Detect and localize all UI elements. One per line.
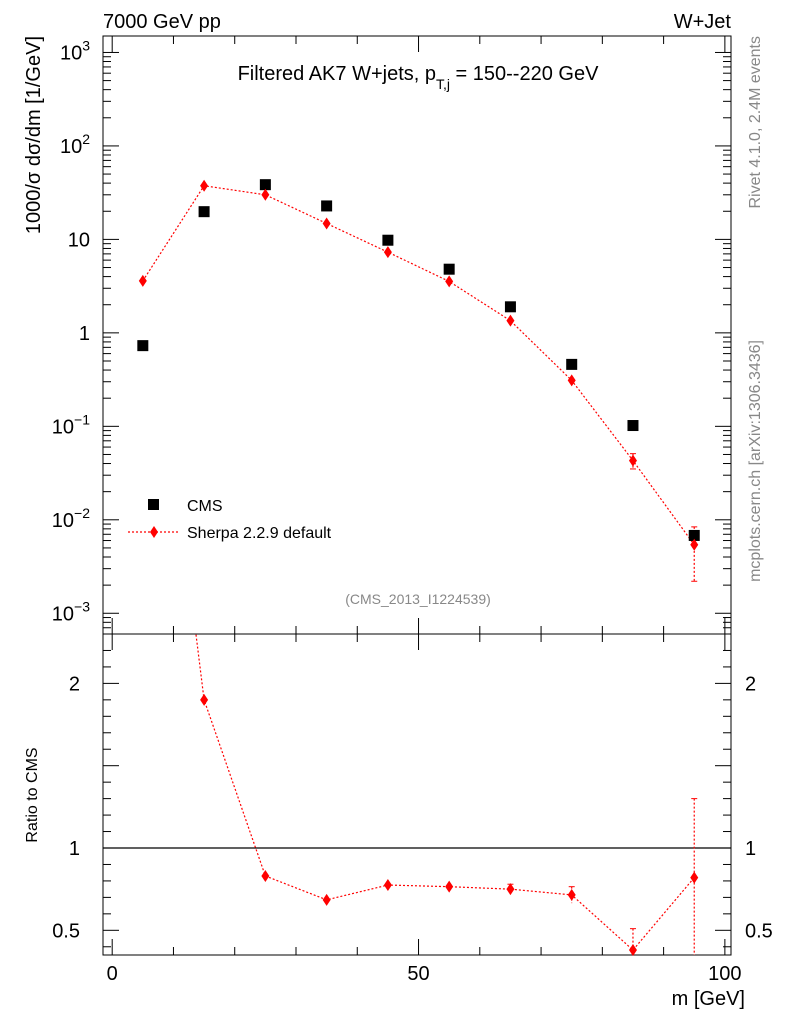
side-text-bottom: mcplots.cern.ch [arXiv:1306.3436] <box>747 340 764 582</box>
ratio-point <box>690 871 699 884</box>
ratio-point <box>506 883 515 896</box>
header-right: W+Jet <box>674 11 732 33</box>
ratio-point <box>322 893 331 906</box>
ratio-frame <box>102 633 732 956</box>
header-left: 7000 GeV pp <box>103 11 221 33</box>
ratio-point <box>445 880 454 893</box>
y-tick-label-main: 10 <box>68 229 90 251</box>
ratio-point <box>628 944 637 957</box>
sherpa-point <box>567 374 576 387</box>
y-tick-label-ratio-right: 2 <box>745 673 756 695</box>
y-tick-label-main: 102 <box>60 131 90 158</box>
sherpa-point <box>322 217 331 230</box>
chart-title: Filtered AK7 W+jets, pT,j = 150--220 GeV <box>238 63 600 92</box>
y-tick-label-ratio: 0.5 <box>52 920 80 942</box>
cms-point <box>382 234 394 246</box>
x-tick-label: 100 <box>708 963 741 985</box>
cms-point <box>627 420 639 432</box>
ratio-point <box>567 888 576 901</box>
cms-point <box>259 179 271 191</box>
main-frame <box>102 35 732 635</box>
cms-point <box>688 529 700 541</box>
ratio-point <box>261 869 270 882</box>
y-tick-label-main: 1 <box>79 323 90 345</box>
y-axis-label-main: 1000/σ dσ/dm [1/GeV] <box>23 36 45 234</box>
sherpa-point <box>445 275 454 288</box>
legend-marker-sherpa <box>150 526 158 538</box>
legend-label-sherpa: Sherpa 2.2.9 default <box>187 525 332 542</box>
sherpa-point <box>628 454 637 467</box>
y-tick-label-ratio: 2 <box>69 673 80 695</box>
sherpa-point <box>506 314 515 327</box>
sherpa-line <box>142 185 695 546</box>
side-text-top: Rivet 4.1.0, 2.4M events <box>747 36 764 209</box>
legend: CMS Sherpa 2.2.9 default <box>128 498 332 542</box>
y-tick-label-main: 103 <box>60 37 90 64</box>
legend-label-cms: CMS <box>187 498 223 515</box>
cms-point <box>566 358 578 370</box>
y-tick-label-ratio: 1 <box>69 838 80 860</box>
cms-point <box>321 200 333 212</box>
y-tick-label-ratio-right: 0.5 <box>745 920 773 942</box>
y-tick-label-ratio-right: 1 <box>745 838 756 860</box>
sherpa-point <box>261 188 270 201</box>
y-tick-label-main: 10−1 <box>52 411 90 438</box>
sherpa-point <box>383 246 392 259</box>
ratio-point <box>200 693 209 706</box>
sherpa-point <box>690 538 699 551</box>
legend-marker-cms <box>148 499 159 510</box>
ratio-clipped-group <box>195 634 698 955</box>
cms-point <box>198 206 210 218</box>
cms-point <box>504 301 516 313</box>
y-tick-label-main: 10−3 <box>52 598 90 625</box>
y-tick-label-main: 10−2 <box>52 505 90 532</box>
cms-point <box>137 340 149 352</box>
ratio-point <box>383 879 392 892</box>
y-axis-label-ratio: Ratio to CMS <box>24 747 41 842</box>
x-tick-label: 50 <box>407 963 429 985</box>
ratio-line <box>195 634 695 951</box>
x-tick-label: 0 <box>107 963 118 985</box>
ratio-panel: 0 50 100 2 2 1 1 0.5 0.5 Ratio to CMS m [GeV] <box>24 633 773 1010</box>
analysis-label: (CMS_2013_I1224539) <box>345 591 491 607</box>
sherpa-point <box>200 179 209 192</box>
x-axis-label: m [GeV] <box>672 988 745 1010</box>
sherpa-point <box>138 274 147 287</box>
cms-point <box>443 263 455 275</box>
